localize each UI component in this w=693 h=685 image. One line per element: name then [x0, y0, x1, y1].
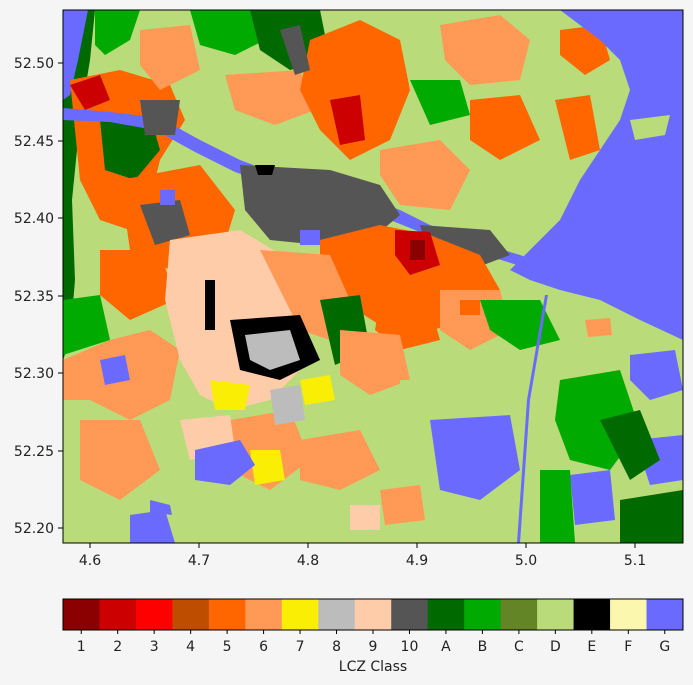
colorbar-swatch-c — [500, 599, 538, 630]
colorbar-label: B — [478, 639, 488, 655]
colorbar-swatch-10 — [391, 599, 429, 630]
colorbar-swatch-g — [646, 599, 684, 630]
colorbar-swatch-e — [573, 599, 611, 630]
colorbar-label: 6 — [259, 639, 268, 655]
x-tick-label: 4.8 — [297, 553, 319, 569]
colorbar-label: A — [441, 639, 451, 655]
colorbar-swatch-a — [427, 599, 465, 630]
y-tick-label: 52.25 — [14, 444, 54, 460]
colorbar-label: 10 — [401, 639, 419, 655]
lcz-map — [63, 10, 683, 543]
colorbar-title: LCZ Class — [339, 659, 407, 675]
colorbar-label: 8 — [332, 639, 341, 655]
colorbar-swatch-6 — [245, 599, 283, 630]
colorbar: 1 2 3 4 5 6 7 8 9 10 A B C D E F G — [62, 598, 684, 655]
x-tick-label: 5.1 — [624, 553, 646, 569]
colorbar-swatch-8 — [318, 599, 356, 630]
colorbar-swatch-9 — [354, 599, 392, 630]
colorbar-swatch-2 — [99, 599, 137, 630]
x-axis: 4.6 4.7 4.8 4.9 5.0 5.1 — [79, 543, 646, 569]
colorbar-label: C — [514, 639, 524, 655]
colorbar-label: 5 — [223, 639, 232, 655]
colorbar-label: 4 — [186, 639, 195, 655]
y-tick-label: 52.50 — [14, 56, 54, 72]
x-tick-label: 4.7 — [188, 553, 210, 569]
colorbar-swatch-d — [537, 599, 575, 630]
colorbar-label: 7 — [296, 639, 305, 655]
y-tick-label: 52.35 — [14, 289, 54, 305]
colorbar-swatch-1 — [63, 599, 100, 630]
colorbar-label: 2 — [113, 639, 122, 655]
colorbar-label: 1 — [77, 639, 86, 655]
colorbar-label: D — [550, 639, 561, 655]
colorbar-label: G — [659, 639, 670, 655]
map-frame — [62, 9, 684, 544]
x-tick-label: 4.6 — [79, 553, 101, 569]
y-axis: 52.50 52.45 52.40 52.35 52.30 52.25 52.2… — [14, 56, 63, 537]
colorbar-swatch-7 — [281, 599, 319, 630]
y-tick-label: 52.40 — [14, 211, 54, 227]
y-tick-label: 52.30 — [14, 366, 54, 382]
colorbar-swatch-5 — [208, 599, 246, 630]
y-tick-label: 52.20 — [14, 521, 54, 537]
y-tick-label: 52.45 — [14, 134, 54, 150]
colorbar-swatch-f — [610, 599, 648, 630]
colorbar-swatch-4 — [172, 599, 210, 630]
x-tick-label: 5.0 — [515, 553, 537, 569]
colorbar-label: F — [624, 639, 632, 655]
colorbar-swatch-b — [464, 599, 502, 630]
colorbar-label: E — [587, 639, 596, 655]
colorbar-label: 3 — [150, 639, 159, 655]
colorbar-label: 9 — [369, 639, 378, 655]
colorbar-frame — [62, 598, 684, 631]
colorbar-swatch-3 — [135, 599, 173, 630]
x-tick-label: 4.9 — [406, 553, 428, 569]
